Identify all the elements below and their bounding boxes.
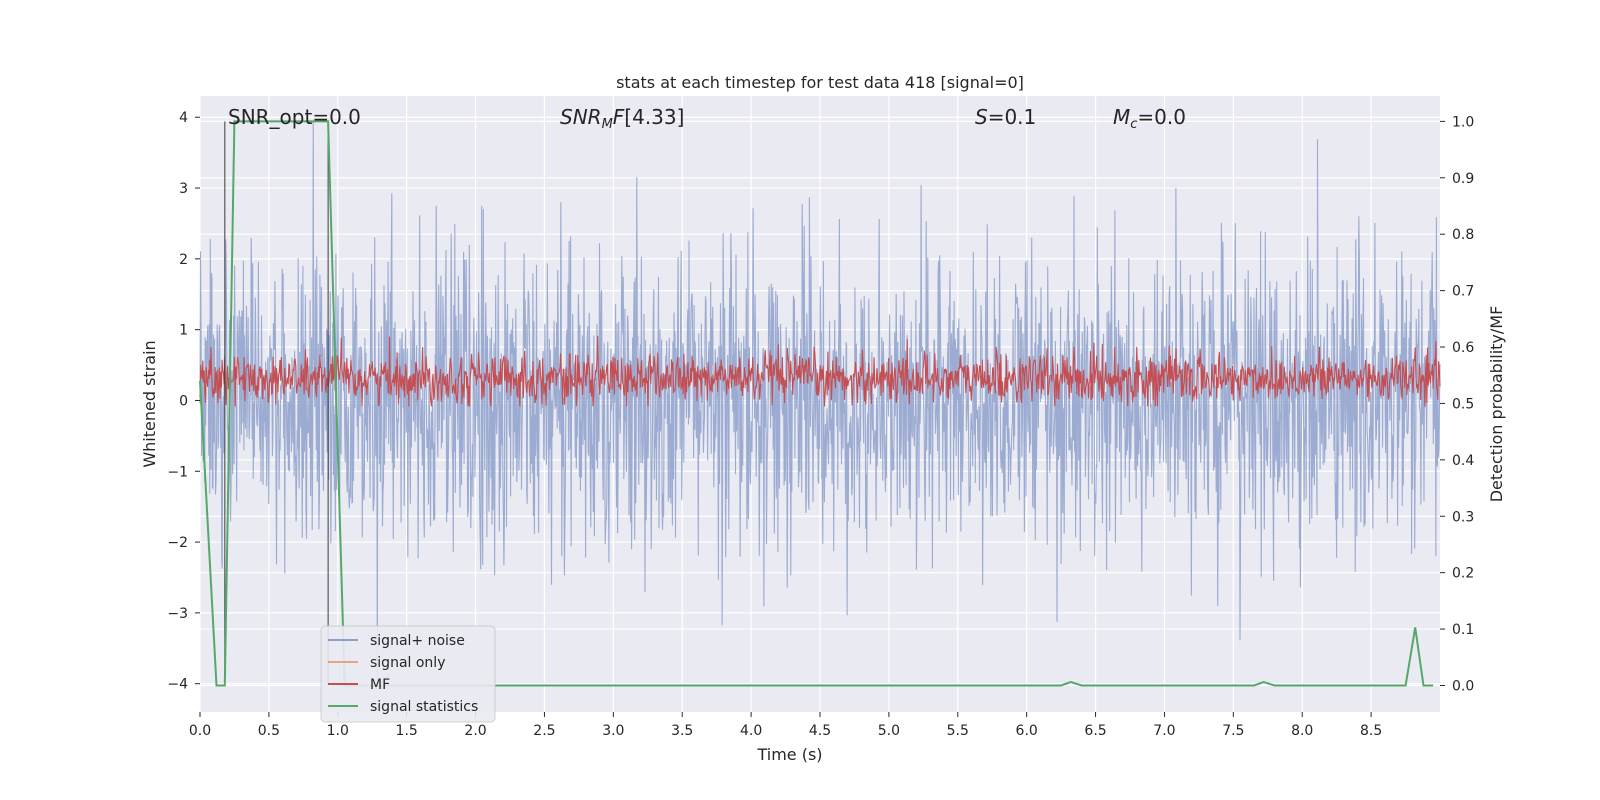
x-tick-label: 2.0 [464, 723, 486, 739]
x-tick-label: 0.5 [258, 723, 280, 739]
y-axis-left: 4 3 2 1 0 −1 −2 −3 −4 [167, 110, 200, 693]
x-tick-label: 8.5 [1360, 723, 1382, 739]
x-tick-label: 1.0 [327, 723, 349, 739]
x-tick-label: 2.5 [533, 723, 555, 739]
legend: signal+ noise signal only MF signal stat… [320, 625, 496, 723]
x-tick-label: 4.5 [809, 723, 831, 739]
y2-tick-label: 0.1 [1452, 622, 1474, 638]
y2-tick-label: 0.2 [1452, 566, 1474, 582]
annotation-mc-value: =0.0 [1137, 105, 1186, 129]
annotation-snr-mf-value: [4.33] [624, 105, 684, 129]
x-tick-label: 3.0 [602, 723, 624, 739]
y-tick-label: −4 [167, 677, 188, 693]
y-axis-label: Whitened strain [140, 340, 159, 467]
annotation-s: S=0.1 [975, 105, 1036, 129]
x-tick-label: 7.5 [1222, 723, 1244, 739]
x-tick-label: 3.5 [671, 723, 693, 739]
legend-label-signal-noise: signal+ noise [370, 633, 465, 649]
x-axis-label: Time (s) [756, 745, 822, 764]
legend-label-signal-only: signal only [370, 655, 445, 671]
y-tick-label: 3 [179, 181, 188, 197]
y-tick-label: 4 [179, 110, 188, 126]
y2-tick-label: 0.9 [1452, 171, 1474, 187]
y2-tick-label: 0.7 [1452, 284, 1474, 300]
y-tick-label: −3 [167, 606, 188, 622]
y-tick-label: −1 [167, 464, 188, 480]
y-axis-right: 1.0 0.9 0.8 0.7 0.6 0.5 0.4 0.3 0.2 0.1 0.0 [1440, 114, 1474, 694]
mf-line [199, 335, 1441, 407]
y2-tick-label: 0.8 [1452, 227, 1474, 243]
x-tick-label: 6.0 [1016, 723, 1038, 739]
y2-tick-label: 0.5 [1452, 396, 1474, 412]
y2-tick-label: 0.6 [1452, 340, 1474, 356]
legend-label-signal-statistics: signal statistics [370, 699, 478, 715]
y2-tick-label: 0.4 [1452, 453, 1474, 469]
y2-tick-label: 0.0 [1452, 678, 1474, 694]
mf-series [199, 335, 1441, 407]
annotation-snr-mf: SNRMF[4.33] [560, 105, 684, 132]
vertical-markers [224, 121, 329, 686]
y-tick-label: 2 [179, 252, 188, 268]
annotation-s-value: =0.1 [988, 105, 1037, 129]
x-tick-label: 0.0 [189, 723, 211, 739]
x-tick-label: 5.0 [878, 723, 900, 739]
x-tick-label: 5.5 [947, 723, 969, 739]
signal-statistics-series [199, 120, 1434, 687]
legend-label-mf: MF [370, 677, 390, 693]
x-tick-label: 4.0 [740, 723, 762, 739]
y-tick-label: 1 [179, 323, 188, 339]
x-tick-label: 7.0 [1153, 723, 1175, 739]
legend-box [320, 625, 496, 723]
signal-statistics-line [199, 120, 1434, 687]
x-tick-label: 1.5 [396, 723, 418, 739]
x-tick-label: 6.5 [1084, 723, 1106, 739]
y-tick-label: 0 [179, 393, 188, 409]
x-tick-label: 8.0 [1291, 723, 1313, 739]
annotation-mc: Mc=0.0 [1113, 105, 1186, 132]
chart-title: stats at each timestep for test data 418… [616, 73, 1024, 92]
y-tick-label: −2 [167, 535, 188, 551]
y2-tick-label: 0.3 [1452, 509, 1474, 525]
annotation-snr-opt: SNR_opt=0.0 [228, 105, 361, 129]
y2-tick-label: 1.0 [1452, 114, 1474, 130]
y2-axis-label: Detection probability/MF [1487, 306, 1506, 503]
x-axis: 0.0 0.5 1.0 1.5 2.0 2.5 3.0 3.5 4.0 4.5 5.0 5.5 6.0 6… [189, 712, 1382, 739]
